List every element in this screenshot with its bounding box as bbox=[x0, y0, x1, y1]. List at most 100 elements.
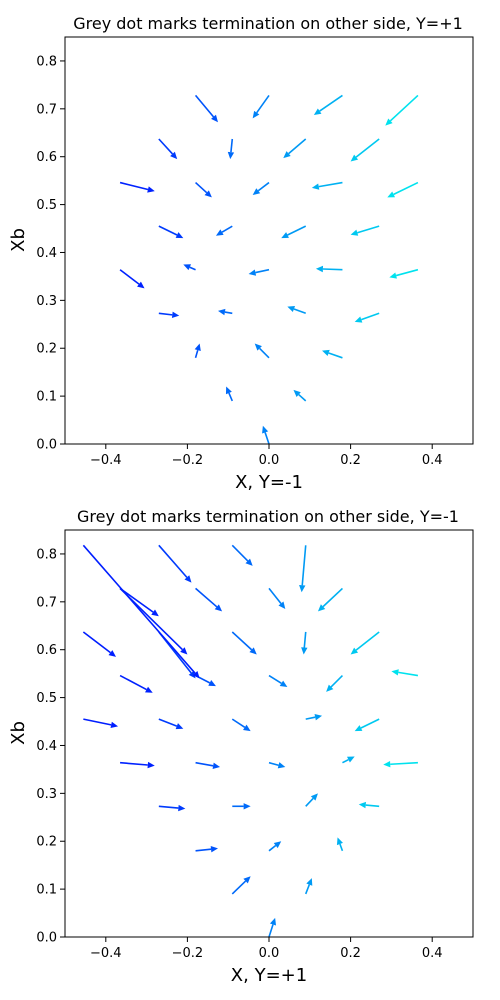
arrow-head bbox=[293, 389, 301, 397]
arrow-shaft bbox=[303, 631, 307, 648]
quiver-arrow bbox=[317, 587, 343, 612]
arrow-shaft bbox=[339, 843, 344, 852]
arrow-head bbox=[178, 804, 186, 812]
arrow-shaft bbox=[257, 181, 270, 192]
quiver-arrow bbox=[385, 94, 419, 126]
y-tick-label: 0.8 bbox=[36, 54, 57, 69]
arrow-head bbox=[336, 837, 343, 846]
arrow-shaft bbox=[195, 587, 218, 608]
arrow-head bbox=[210, 845, 218, 853]
arrow-shaft bbox=[119, 587, 183, 651]
y-tick-label: 0.2 bbox=[36, 342, 57, 357]
quiver-arrow bbox=[268, 841, 282, 852]
arrow-shaft bbox=[119, 269, 140, 285]
plot-2-arrows bbox=[82, 544, 419, 938]
quiver-arrow bbox=[281, 225, 307, 239]
arrow-head bbox=[287, 305, 296, 312]
arrow-head bbox=[350, 154, 359, 162]
y-tick-label: 0.7 bbox=[36, 595, 57, 610]
quiver-arrow bbox=[158, 718, 184, 730]
arrow-shaft bbox=[268, 587, 282, 605]
arrow-shaft bbox=[330, 674, 344, 688]
arrow-shaft bbox=[231, 718, 246, 728]
quiver-arrow bbox=[231, 544, 253, 566]
quiver-arrow bbox=[268, 761, 286, 769]
quiver-arrow bbox=[350, 138, 380, 162]
arrow-shaft bbox=[322, 268, 343, 271]
y-tick-label: 0.3 bbox=[36, 787, 57, 802]
y-tick-label: 0.6 bbox=[36, 150, 57, 165]
arrow-shaft bbox=[224, 311, 233, 315]
arrow-head bbox=[315, 265, 324, 273]
arrow-head bbox=[301, 647, 308, 655]
arrow-shaft bbox=[259, 347, 270, 359]
quiver-arrow bbox=[387, 181, 419, 198]
arrow-shaft bbox=[120, 761, 148, 766]
arrow-shaft bbox=[389, 94, 419, 122]
arrow-head bbox=[151, 609, 159, 617]
arrow-head bbox=[350, 229, 359, 236]
arrow-head bbox=[171, 311, 180, 319]
quiver-arrow bbox=[391, 669, 419, 677]
quiver-arrow bbox=[158, 311, 180, 319]
y-tick-label: 0.1 bbox=[36, 390, 57, 405]
arrow-shaft bbox=[228, 392, 234, 402]
quiver-arrow bbox=[283, 138, 307, 159]
plot-1-frame bbox=[64, 36, 474, 445]
arrow-head bbox=[391, 669, 399, 676]
arrow-head bbox=[279, 680, 288, 688]
arrow-shaft bbox=[82, 544, 196, 674]
arrow-shaft bbox=[361, 312, 380, 321]
quiver-arrow bbox=[326, 674, 344, 692]
quiver-arrow bbox=[313, 94, 343, 116]
arrow-head bbox=[218, 308, 226, 316]
arrow-head bbox=[354, 725, 363, 732]
x-tick-label: −0.4 bbox=[90, 453, 122, 468]
quiver-arrow bbox=[195, 761, 221, 769]
arrow-shaft bbox=[158, 544, 188, 578]
arrow-shaft bbox=[82, 631, 111, 654]
arrow-shaft bbox=[357, 225, 380, 234]
quiver-arrow bbox=[350, 225, 380, 236]
plot-1-y-label: Xb bbox=[8, 228, 29, 252]
arrow-head bbox=[245, 558, 253, 566]
quiver-arrow bbox=[119, 269, 145, 289]
quiver-arrow bbox=[268, 917, 277, 938]
arrow-head bbox=[299, 584, 306, 593]
arrow-shaft bbox=[264, 432, 270, 445]
arrow-shaft bbox=[355, 631, 380, 651]
arrow-shaft bbox=[195, 181, 208, 194]
arrow-shaft bbox=[158, 718, 178, 727]
arrow-head bbox=[254, 343, 262, 351]
plot-2-x-label: X, Y=+1 bbox=[231, 965, 307, 986]
y-tick-label: 0.5 bbox=[36, 691, 57, 706]
arrow-shaft bbox=[195, 761, 214, 767]
quiver-arrow bbox=[227, 138, 235, 160]
plot-2-frame bbox=[64, 529, 474, 938]
arrow-shaft bbox=[268, 924, 274, 938]
quiver-arrow bbox=[322, 349, 343, 359]
arrow-head bbox=[211, 114, 218, 123]
quiver-arrow bbox=[120, 761, 155, 769]
arrow-head bbox=[262, 425, 269, 434]
arrow-shaft bbox=[158, 805, 179, 809]
quiver-arrow bbox=[195, 587, 223, 612]
arrow-head bbox=[387, 191, 396, 198]
arrow-head bbox=[212, 762, 221, 769]
y-tick-label: 0.5 bbox=[36, 198, 57, 213]
quiver-arrow bbox=[287, 305, 306, 315]
y-tick-label: 0.6 bbox=[36, 643, 57, 658]
quiver-arrow bbox=[231, 631, 257, 655]
arrow-head bbox=[249, 647, 257, 655]
arrow-head bbox=[269, 917, 277, 926]
arrow-shaft bbox=[230, 138, 234, 153]
arrow-shaft bbox=[301, 545, 307, 586]
quiver-arrow bbox=[119, 587, 159, 617]
arrow-head bbox=[227, 151, 235, 160]
quiver-arrow bbox=[342, 756, 355, 764]
x-tick-label: −0.2 bbox=[172, 946, 204, 961]
arrow-head bbox=[243, 724, 251, 732]
y-tick-label: 0.4 bbox=[36, 246, 57, 261]
arrow-head bbox=[214, 604, 223, 612]
